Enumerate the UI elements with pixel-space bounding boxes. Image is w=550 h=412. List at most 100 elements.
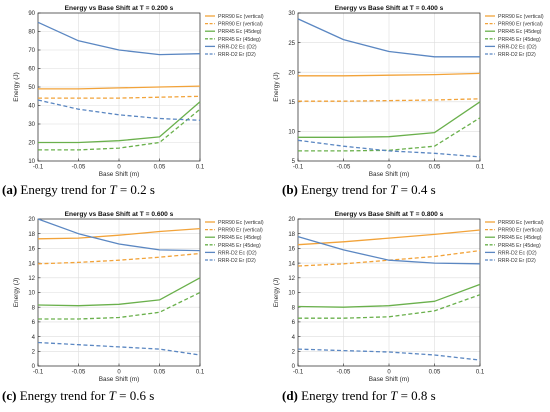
y-tick-label: 20 (288, 70, 295, 76)
x-tick-label: 0 (387, 370, 391, 376)
x-tick-label: -0.05 (72, 370, 86, 376)
y-tick-label: 14 (28, 261, 35, 267)
y-tick-label: 10 (288, 291, 295, 297)
x-tick-label: 0.1 (196, 165, 205, 171)
chart-title: Energy vs Base Shift at T = 0.800 s (335, 211, 444, 218)
x-tick-label: -0.1 (33, 165, 44, 171)
y-tick-label: 8 (292, 305, 296, 311)
caption-b-label: (b) (282, 182, 298, 197)
legend-label: RRR-D2 Ec (D2) (498, 44, 537, 50)
chart-title: Energy vs Base Shift at T = 0.200 s (65, 5, 174, 12)
legend-label: PRR90 Er (vertical) (498, 22, 543, 28)
legend-label: RRR-D2 Er (D2) (218, 52, 256, 58)
series-line-2 (297, 283, 481, 308)
y-tick-label: 14 (288, 261, 295, 267)
legend-label: PRR90 Ec (vertical) (218, 14, 264, 20)
series-line-0 (37, 227, 201, 240)
series-line-5 (37, 341, 201, 356)
caption-c-text: Energy trend for (19, 388, 106, 403)
legend-label: RRR-D2 Ec (D2) (218, 44, 257, 50)
series-line-2 (38, 101, 201, 144)
caption-d: (d) Energy trend for T = 0.8 s (282, 388, 436, 403)
legend-label: PRR45 Ec (45deg) (218, 235, 262, 241)
legend-label: PRR90 Er (vertical) (218, 228, 263, 234)
y-tick-label: 80 (28, 30, 35, 36)
x-tick-label: -0.05 (337, 165, 351, 171)
x-tick-label: -0.1 (293, 165, 304, 171)
series-line-1 (37, 252, 201, 265)
x-tick-label: 0.05 (154, 165, 166, 171)
x-tick-label: 0.1 (476, 165, 485, 171)
y-tick-label: 20 (28, 217, 35, 223)
legend-label: PRR45 Er (45deg) (218, 37, 261, 43)
series-line-2 (37, 277, 201, 307)
x-tick-label: -0.1 (33, 370, 44, 376)
y-tick-label: 18 (288, 232, 295, 238)
legend-label: PRR90 Ec (vertical) (498, 14, 544, 20)
y-tick-label: 0 (292, 364, 296, 370)
legend-label: PRR90 Ec (vertical) (218, 220, 264, 226)
x-tick-label: 0 (117, 165, 121, 171)
y-tick-label: 2 (32, 350, 36, 356)
caption-a-var: T (109, 182, 117, 197)
legend-label: PRR90 Er (vertical) (498, 228, 543, 234)
y-tick-label: 16 (288, 247, 295, 253)
y-tick-label: 60 (28, 67, 35, 73)
caption-c-value: = 0.6 s (119, 388, 155, 403)
y-tick-label: 6 (292, 320, 296, 326)
series-line-5 (297, 139, 481, 158)
y-tick-label: 10 (28, 291, 35, 297)
y-tick-label: 25 (288, 41, 295, 47)
series-line-0 (38, 85, 201, 90)
y-axis-label: Energy (J) (13, 72, 20, 101)
y-tick-label: 0 (32, 364, 36, 370)
x-tick-label: 0.05 (429, 370, 441, 376)
y-tick-label: 50 (28, 85, 35, 91)
series-line-1 (298, 98, 481, 102)
caption-d-value: = 0.8 s (400, 388, 436, 403)
caption-a-value: = 0.2 s (119, 182, 155, 197)
caption-c: (c) Energy trend for T = 0.6 s (2, 388, 154, 403)
chart-panel-1: 5 10 15 20 25 30 -0.1 -0.05 0 0.05 0.1 Energy vs Ba… (273, 5, 544, 178)
caption-d-var: T (390, 388, 398, 403)
caption-c-var: T (108, 388, 116, 403)
y-tick-label: 30 (288, 11, 295, 17)
caption-c-label: (c) (2, 388, 17, 403)
chart-title: Energy vs Base Shift at T = 0.600 s (65, 211, 174, 218)
y-tick-label: 20 (288, 217, 295, 223)
x-axis-label: Base Shift (m) (369, 171, 410, 178)
legend-label: PRR45 Ec (45deg) (498, 235, 542, 241)
y-axis-label: Energy (J) (13, 278, 20, 307)
y-tick-label: 4 (32, 335, 36, 341)
caption-b-value: = 0.4 s (400, 182, 436, 197)
x-tick-label: 0 (387, 165, 391, 171)
series-line-4 (297, 18, 480, 58)
x-tick-label: 0.05 (154, 370, 166, 376)
x-tick-label: -0.05 (72, 165, 86, 171)
legend-label: RRR-D2 Ec (D2) (218, 250, 257, 256)
caption-b-var: T (390, 182, 398, 197)
legend-label: RRR-D2 Er (D2) (218, 258, 256, 264)
caption-a-text: Energy trend for (20, 182, 107, 197)
x-tick-label: -0.05 (337, 370, 351, 376)
y-tick-label: 20 (28, 141, 35, 147)
legend-label: RRR-D2 Er (D2) (498, 258, 536, 264)
legend-label: RRR-D2 Ec (D2) (498, 250, 537, 256)
y-tick-label: 10 (28, 159, 35, 165)
series-line-5 (297, 348, 481, 361)
series-line-3 (38, 108, 201, 151)
y-axis-label: Energy (J) (273, 72, 280, 101)
x-tick-label: 0 (117, 370, 121, 376)
chart-panel-2: 0 2 4 6 8 10 12 14 16 18 20 -0.1 -0.05 0 0.05 0.1 Energy… (13, 211, 264, 383)
caption-b: (b) Energy trend for T = 0.4 s (282, 182, 436, 197)
y-tick-label: 12 (28, 276, 35, 282)
y-tick-label: 5 (292, 159, 296, 165)
caption-a: (a) Energy trend for T = 0.2 s (2, 182, 155, 197)
legend-label: PRR90 Ec (vertical) (498, 220, 544, 226)
legend-label: PRR45 Ec (45deg) (218, 29, 262, 35)
caption-d-text: Energy trend for (301, 388, 387, 403)
series-line-4 (297, 235, 481, 265)
legend-label: PRR90 Er (vertical) (218, 22, 263, 28)
caption-d-label: (d) (282, 388, 298, 403)
